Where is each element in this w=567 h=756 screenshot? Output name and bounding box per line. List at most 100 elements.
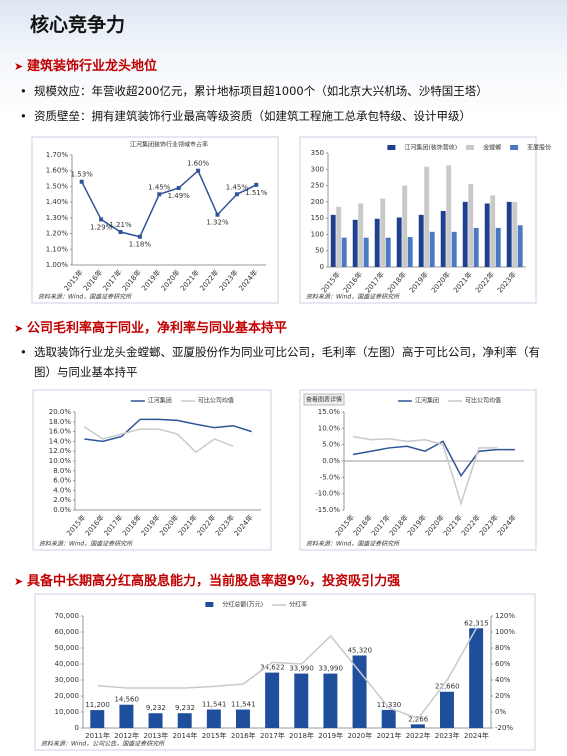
y2-tick-label: 80%: [495, 644, 511, 652]
bar: [512, 201, 518, 267]
y-tick-label: 14.0%: [49, 437, 72, 445]
data-label: 14,560: [114, 696, 139, 704]
data-label: 1.29%: [90, 223, 113, 231]
bar: [495, 227, 501, 267]
x-tick-label: 2017年: [260, 731, 285, 740]
marker: [234, 192, 239, 197]
y-tick-label: 10.0%: [318, 424, 341, 432]
y-tick-label: 1.20%: [46, 230, 69, 238]
chart-source: 资料来源：Wind，国盛证券研究所: [306, 540, 400, 548]
y-tick-label: 0.0%: [322, 457, 340, 465]
x-tick-label: 2018年: [289, 731, 314, 740]
bar: [236, 709, 250, 728]
y-tick-label: 300: [311, 165, 324, 173]
bar: [418, 214, 424, 267]
y-tick-label: 20,000: [55, 692, 80, 700]
legend-label: 金螳螂: [483, 144, 501, 152]
bar: [323, 673, 338, 728]
bar: [148, 713, 163, 728]
marker: [254, 182, 259, 187]
x-tick-label: 2022年: [406, 731, 431, 740]
bullet: 选取装饰行业龙头金螳螂、亚厦股份作为同业可比公司，毛利率（左图）高于可比公司，净…: [20, 342, 554, 382]
x-tick-label: 2015年: [202, 731, 227, 740]
legend-label: 可比公司均值: [465, 397, 501, 405]
data-label: 1.18%: [129, 241, 152, 249]
bullet: 资质壁垒：拥有建筑装饰行业最高等级资质（如建筑工程施工总承包特级、设计甲级）: [20, 106, 567, 126]
legend-swatch: [205, 602, 214, 607]
marker: [215, 212, 220, 217]
line: [352, 440, 515, 478]
x-tick-label: 2020年: [347, 731, 372, 740]
x-tick-label: 2011年: [85, 731, 110, 740]
data-label: 1.45%: [148, 183, 171, 191]
y-tick-label: 1.30%: [46, 214, 69, 222]
line: [81, 169, 257, 238]
data-label: 1.49%: [168, 192, 191, 200]
y-tick-label: -15.0%: [315, 506, 340, 514]
y-tick-label: 250: [311, 182, 324, 190]
data-label: 9,232: [146, 704, 166, 712]
y-tick-label: -5.0%: [320, 473, 341, 481]
bar: [440, 210, 446, 267]
bar: [462, 201, 468, 267]
y-tick-label: 15.0%: [318, 408, 341, 416]
bullet: 规模效应：年营收超200亿元，累计地标项目超1000个（如北京大兴机场、沙特国王…: [20, 81, 567, 101]
bar: [381, 709, 396, 728]
y-tick-label: 0: [320, 263, 324, 271]
bar: [440, 691, 454, 728]
chart-panel: [299, 389, 537, 551]
bar: [396, 217, 402, 267]
y-tick-label: 1.40%: [46, 198, 69, 206]
marker: [157, 192, 162, 197]
bar: [363, 237, 369, 267]
bar: [341, 237, 347, 267]
chart-source: 资料来源：Wind，国盛证券研究所: [38, 293, 132, 301]
y-tick-label: 1.70%: [46, 151, 69, 159]
data-label: 11,541: [202, 701, 227, 709]
y2-tick-label: 60%: [495, 660, 511, 668]
bar: [374, 218, 380, 267]
bar: [352, 655, 367, 728]
chart-panel: [31, 136, 279, 304]
y-tick-label: 1.00%: [46, 261, 69, 269]
y-tick-label: 12.0%: [49, 447, 72, 455]
bar: [336, 206, 342, 267]
bar: [265, 672, 280, 728]
bar: [429, 231, 435, 267]
bar: [484, 203, 490, 267]
data-label: 1.21%: [109, 221, 132, 229]
y2-tick-label: 120%: [495, 612, 515, 620]
page-title: 核心竞争力: [30, 14, 126, 36]
x-tick-label: 2012年: [114, 731, 139, 740]
note-box: [303, 393, 345, 406]
data-label: 1.51%: [245, 189, 268, 197]
y-tick-label: 10,000: [55, 708, 80, 716]
marker: [176, 186, 181, 190]
bar: [424, 166, 430, 267]
y2-tick-label: -20%: [495, 724, 513, 732]
chart-note: 查看图表详情: [306, 396, 342, 404]
bar: [506, 201, 512, 267]
y-tick-label: 40,000: [55, 660, 80, 668]
marker: [196, 168, 201, 173]
data-label: 11,330: [377, 701, 402, 709]
y-tick-label: 5.0%: [322, 441, 340, 449]
x-tick-label: 2014年: [173, 731, 198, 740]
bar: [473, 227, 479, 267]
bar: [294, 673, 309, 728]
y-tick-label: 60,000: [55, 628, 80, 636]
data-label: 11,200: [85, 701, 110, 709]
bar: [517, 225, 523, 267]
y-tick-label: 50,000: [55, 644, 80, 652]
x-tick-label: 2024年: [464, 731, 489, 740]
y-tick-label: 0.0%: [53, 506, 71, 514]
data-label: 1.60%: [187, 160, 210, 168]
x-tick-label: 2021年: [377, 731, 402, 740]
y-tick-label: 150: [311, 214, 324, 222]
legend-label: 江河集团: [415, 397, 439, 405]
data-label: 33,990: [318, 665, 343, 673]
x-tick-label: 2019年: [318, 731, 343, 740]
bar: [446, 165, 452, 267]
y-tick-label: 350: [311, 149, 324, 157]
